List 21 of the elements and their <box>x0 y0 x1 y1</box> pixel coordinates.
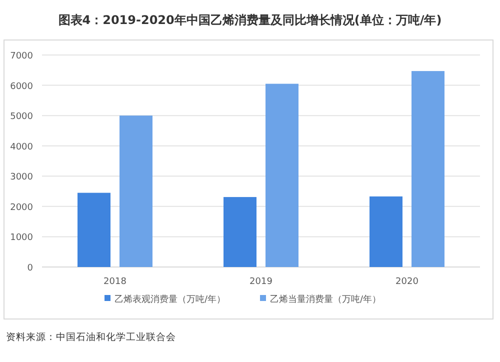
bar <box>412 71 444 267</box>
bar <box>266 84 298 267</box>
x-tick-label: 2020 <box>396 277 419 287</box>
title: 图表4：2019-2020年中国乙烯消费量及同比增长情况(单位：万吨/年) <box>58 13 442 27</box>
y-tick-label: 1000 <box>10 233 34 244</box>
legend-label: 乙烯表观消费量（万吨/年） <box>114 294 226 305</box>
y-tick-label: 2000 <box>10 202 34 213</box>
y-tick-label: 7000 <box>10 52 34 62</box>
bar <box>78 192 110 267</box>
y-tick-label: 3000 <box>10 172 34 183</box>
x-tick-label: 2019 <box>250 277 273 287</box>
annotation: 资料来源：中国石油和化学工业联合会 <box>6 332 176 343</box>
legend-label: 乙烯当量消费量（万吨/年） <box>270 294 382 305</box>
bar <box>370 196 402 267</box>
y-tick-label: 0 <box>27 264 34 274</box>
y-tick-label: 5000 <box>10 112 34 122</box>
bar <box>224 197 256 267</box>
y-tick-label: 6000 <box>10 82 34 92</box>
y-tick-label: 4000 <box>10 142 34 152</box>
bar <box>120 116 152 267</box>
x-tick-label: 2018 <box>104 277 127 287</box>
